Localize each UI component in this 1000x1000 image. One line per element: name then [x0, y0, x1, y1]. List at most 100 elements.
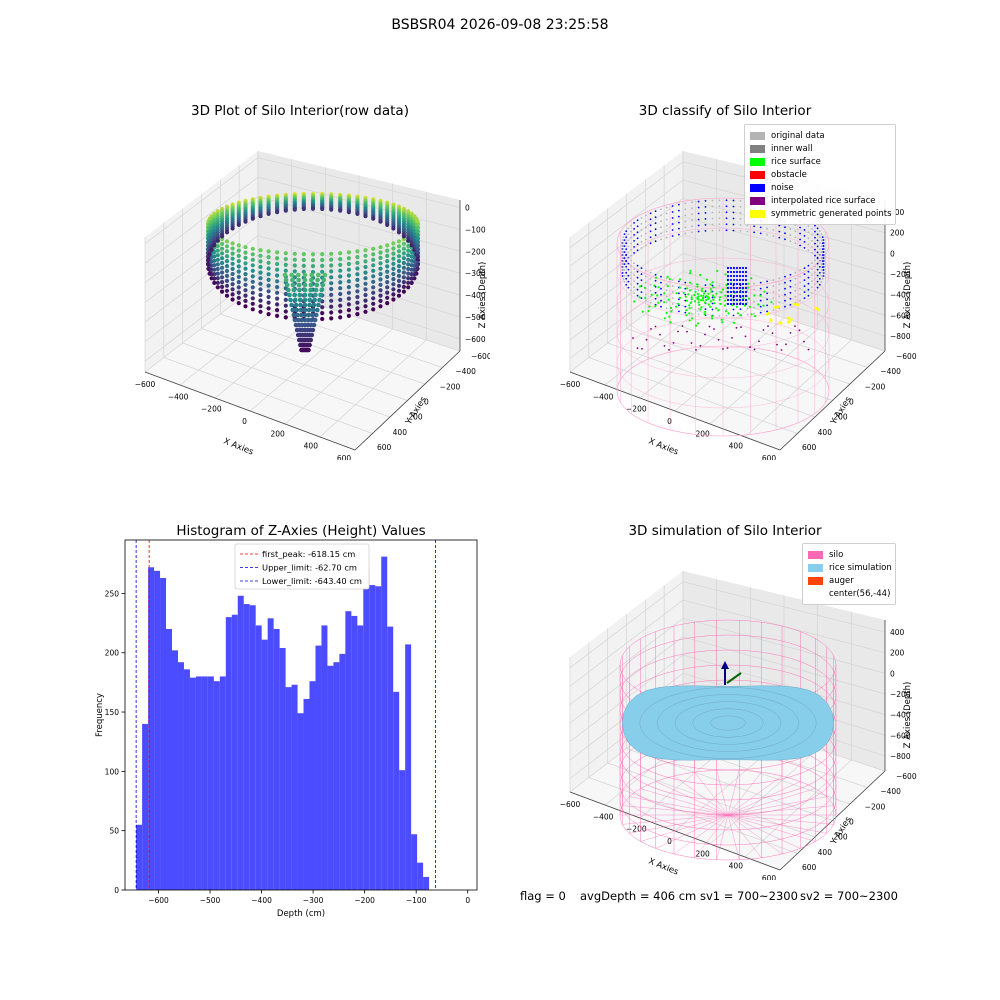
noise-point: [726, 286, 730, 290]
class-point: [636, 219, 639, 222]
class-point: [623, 281, 626, 283]
class-point: [633, 246, 635, 248]
class-point: [725, 296, 728, 299]
class-point: [691, 312, 693, 315]
raw-point: [230, 266, 235, 271]
class-point: [665, 206, 668, 209]
y-axis-label: Frequency: [95, 693, 105, 737]
raw-point: [290, 307, 295, 313]
class-point: [627, 245, 630, 248]
z-tick-label: 400: [890, 628, 905, 637]
noise-point: [738, 278, 742, 282]
rice-point: [709, 300, 712, 303]
rice-point: [699, 308, 702, 311]
histogram-bar: [219, 676, 226, 890]
raw-point: [396, 239, 402, 244]
raw-point: [401, 241, 406, 246]
x-tick-label: 600: [762, 454, 777, 460]
histogram-bar: [172, 650, 178, 890]
noise-point: [744, 298, 748, 302]
noise-point: [738, 270, 742, 274]
class-point: [645, 293, 647, 296]
grid-line: [257, 284, 461, 352]
raw-point: [396, 293, 402, 298]
class-point: [803, 273, 806, 275]
class-point: [811, 246, 813, 248]
rice-point: [763, 290, 766, 293]
class-point: [814, 242, 816, 245]
raw-point: [415, 253, 420, 258]
class-point: [746, 307, 749, 310]
raw-point: [283, 257, 288, 262]
x-tick-label: 200: [696, 429, 711, 438]
class-point: [678, 304, 680, 307]
class-point: [794, 236, 797, 239]
histogram-bar: [297, 713, 304, 890]
noise-point: [735, 282, 739, 286]
class-point: [630, 254, 632, 257]
raw-point: [250, 279, 255, 284]
class-point: [654, 234, 657, 237]
raw-point: [409, 258, 414, 263]
x-tick-label: −200: [626, 405, 647, 414]
raw-point: [315, 277, 320, 283]
class-point: [725, 314, 728, 317]
class-point: [660, 293, 662, 296]
x-axis-line: [569, 371, 781, 451]
raw-point: [220, 265, 225, 270]
class-point: [789, 240, 792, 243]
raw-point: [385, 269, 390, 274]
x-tick-label: −400: [251, 896, 272, 905]
class-point: [649, 295, 652, 298]
class-point: [811, 252, 813, 254]
class-point: [732, 308, 735, 311]
class-point: [623, 233, 626, 235]
y-tick-label: 600: [802, 863, 817, 872]
class-point: [753, 312, 755, 315]
raw-point: [396, 249, 402, 254]
class-point: [654, 291, 657, 294]
noise-point: [741, 290, 745, 294]
raw-point: [415, 219, 420, 224]
rice-point: [697, 301, 700, 304]
silo-floor-spoke: [716, 814, 729, 860]
interp-point: [717, 338, 720, 341]
panel1-title: 3D Plot of Silo Interior(row data): [191, 103, 409, 119]
histogram-bar: [136, 824, 143, 890]
class-point: [627, 239, 630, 242]
raw-point: [396, 244, 402, 249]
noise-point: [744, 278, 748, 282]
class-point: [697, 206, 700, 209]
class-point: [732, 199, 735, 202]
class-point: [799, 238, 801, 241]
raw-point: [243, 298, 248, 303]
noise-point: [738, 290, 742, 294]
y-tick-label: −200: [865, 802, 886, 811]
raw-point: [236, 301, 241, 306]
class-point: [820, 269, 823, 271]
class-point: [821, 272, 824, 274]
histogram-bar: [285, 687, 292, 890]
legend-item: interpolated rice surface: [750, 194, 890, 207]
class-point: [640, 273, 643, 275]
class-point: [821, 236, 824, 238]
raw-point: [224, 293, 230, 298]
raw-point: [224, 244, 230, 249]
rice-point: [709, 288, 712, 291]
raw-point: [320, 311, 325, 316]
rice-point: [704, 301, 707, 304]
rice-point: [720, 318, 723, 321]
class-point: [645, 275, 647, 278]
class-point: [622, 242, 625, 244]
panel4-legend: silo rice simulation auger center(56,-44): [802, 543, 896, 605]
grid-line: [257, 215, 461, 274]
raw-point: [401, 246, 406, 251]
raw-point: [292, 292, 297, 298]
class-point: [759, 232, 762, 235]
class-point: [818, 260, 821, 263]
y-tick-label: −200: [865, 382, 886, 391]
legend-item: symmetric generated points: [750, 207, 892, 220]
raw-point: [378, 293, 383, 298]
rice-point: [689, 272, 692, 275]
class-point: [654, 240, 657, 243]
